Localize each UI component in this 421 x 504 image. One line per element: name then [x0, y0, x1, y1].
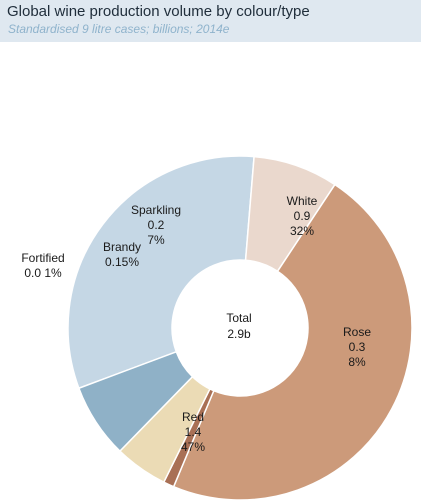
- slice-percent-white: 32%: [290, 224, 314, 238]
- chart-title: Global wine production volume by colour/…: [7, 3, 310, 20]
- slice-value-rose: 0.3: [349, 340, 366, 354]
- slice-value-brandy: 0.15%: [105, 255, 139, 269]
- slice-value-sparkling: 0.2: [148, 218, 165, 232]
- slice-label-brandy: Brandy: [103, 240, 141, 254]
- chart-subtitle: Standardised 9 litre cases; billions; 20…: [8, 22, 230, 36]
- donut-hole: [172, 260, 308, 396]
- slice-label-red: Red: [182, 410, 204, 424]
- slice-label-white: White: [287, 194, 318, 208]
- slice-value-fortified: 0.0 1%: [24, 266, 62, 280]
- center-label-value: 2.9b: [227, 327, 251, 341]
- slice-percent-sparkling: 7%: [147, 233, 165, 247]
- center-label-title: Total: [226, 311, 251, 325]
- slice-value-red: 1.4: [185, 425, 202, 439]
- slice-label-sparkling: Sparkling: [131, 203, 181, 217]
- slice-value-white: 0.9: [294, 209, 311, 223]
- slice-percent-rose: 8%: [348, 355, 366, 369]
- slice-label-rose: Rose: [343, 325, 371, 339]
- chart-header: Global wine production volume by colour/…: [0, 0, 421, 42]
- slice-label-fortified: Fortified: [21, 251, 64, 265]
- slice-percent-red: 47%: [181, 440, 205, 454]
